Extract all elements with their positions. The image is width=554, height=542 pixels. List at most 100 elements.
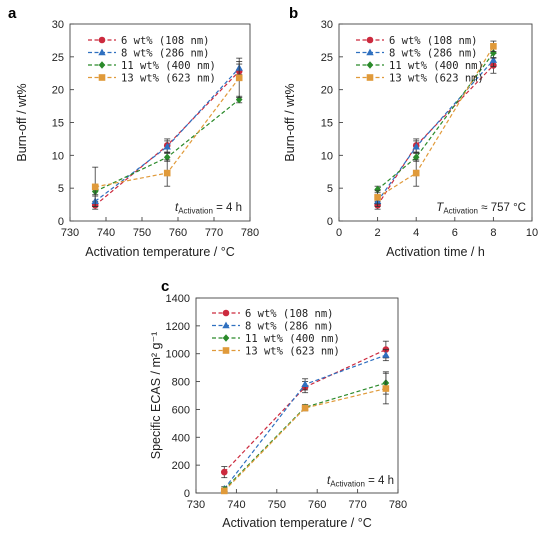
panel-c-xtick-label: 740 (227, 499, 245, 511)
panel-a-condition-value: = 4 h (213, 202, 242, 214)
panel-a-legend-marker (98, 61, 106, 69)
panel-a-series-4 (91, 57, 243, 207)
panel-a-legend-label: 13 wt% (623 nm) (121, 72, 216, 84)
panel-a-legend-marker (98, 36, 106, 44)
panel-c-condition-subscript: Activation (330, 480, 365, 489)
panel-a-series-4-point (163, 169, 171, 177)
panel-c-xtick-label: 780 (389, 499, 407, 511)
panel-a-xtick-label: 750 (133, 227, 151, 239)
panel-b-legend-label: 11 wt% (400 nm) (389, 60, 484, 72)
panel-c-series-2-point (382, 351, 390, 358)
panel-b-legend-marker (366, 61, 374, 69)
panel-a-series-2-point (163, 142, 171, 150)
panel-c-xtick-label: 760 (308, 499, 326, 511)
panel-a-legend-marker (98, 74, 106, 81)
panel-c-xtick-label: 770 (348, 499, 366, 511)
panel-b-ytick-label: 10 (321, 150, 333, 162)
panel-b-series-2-point (412, 142, 420, 150)
panel-a-xtick-label: 780 (241, 227, 259, 239)
panel-b-letter: b (289, 5, 298, 22)
panel-a-ytick-label: 10 (52, 150, 64, 162)
panel-c-ytick-label: 600 (172, 404, 190, 416)
panel-b-legend-marker (366, 48, 374, 56)
panel-b-xtick-label: 6 (452, 227, 458, 239)
panel-c-series-1-point (220, 468, 228, 476)
panel-a: a 730 740 750 760 770 780 0 5 10 15 20 25 30 Activati… (8, 5, 259, 259)
panel-b-condition-subscript: Activation (443, 207, 478, 216)
panel-b-legend: 6 wt% (108 nm)8 wt% (286 nm)11 wt% (400 … (356, 35, 484, 84)
panel-b-series-2-point (489, 56, 498, 63)
panel-b-legend-marker (366, 74, 374, 81)
panel-b: b 0 2 4 6 8 10 0 5 10 15 20 25 30 Activation time / h… (283, 5, 538, 259)
panel-c-series-2-line (223, 354, 387, 490)
panel-b-series-4-point (490, 43, 497, 50)
panel-a-xtick-label: 760 (169, 227, 187, 239)
panel-c-series-2-point (301, 380, 309, 388)
panel-b-xtick-label: 4 (413, 227, 419, 239)
panel-b-series-3-point (490, 49, 497, 57)
panel-b-condition-value: ≈ 757 °C (478, 202, 526, 214)
panel-a-ytick-label: 25 (52, 52, 64, 64)
panel-b-legend-marker (366, 36, 374, 44)
panel-a-series-4-point (235, 74, 243, 82)
panel-c-series-4-point (301, 404, 309, 412)
panel-a-ytick-label: 0 (58, 216, 64, 228)
panel-c: c 730 740 750 760 770 780 0 200 400 600 800 1000 120… (149, 278, 407, 530)
panel-a-ytick-label: 5 (58, 183, 64, 195)
panel-a-xtick-label: 740 (97, 227, 115, 239)
panel-c-ytick-label: 200 (172, 460, 190, 472)
panel-c-ytick-label: 800 (172, 377, 190, 389)
panel-a-letter: a (8, 5, 17, 22)
panel-b-x-axis-title: Activation time / h (386, 245, 485, 259)
panel-c-series-4-point (382, 385, 390, 392)
panel-a-legend-label: 6 wt% (108 nm) (121, 35, 210, 47)
panel-b-legend-label: 8 wt% (286 nm) (389, 47, 478, 59)
panel-c-ytick-label: 0 (184, 488, 190, 500)
panel-c-series-3-line (223, 382, 387, 490)
panel-c-ytick-label: 1000 (166, 349, 190, 361)
panel-c-legend-label: 6 wt% (108 nm) (245, 308, 334, 320)
panel-b-series-4-point (412, 169, 420, 177)
panel-b-condition-symbol: T (436, 202, 444, 214)
panel-b-legend-label: 13 wt% (623 nm) (389, 72, 484, 84)
panel-c-legend-label: 11 wt% (400 nm) (245, 333, 340, 345)
panel-b-xtick-label: 0 (336, 227, 342, 239)
panel-c-legend-marker (222, 309, 230, 317)
panel-b-ytick-label: 15 (321, 118, 333, 130)
panel-b-series-3-point (412, 153, 420, 162)
panel-a-series-4-point (91, 183, 99, 191)
panel-b-plot: 0 2 4 6 8 10 0 5 10 15 20 25 30 Activation time / h Bu… (283, 19, 538, 259)
panel-c-ytick-label: 1200 (166, 321, 190, 333)
panel-c-series-4-line (223, 387, 387, 492)
panel-a-series-3-point (235, 95, 243, 104)
panel-a-condition-symbol: t (175, 202, 179, 214)
panel-c-ytick-label: 400 (172, 432, 190, 444)
panel-c-xtick-label: 750 (268, 499, 286, 511)
panel-c-series-2 (220, 349, 390, 492)
panel-c-ytick-label: 1400 (166, 293, 190, 305)
panel-b-ytick-label: 30 (321, 19, 333, 31)
panel-c-legend-label: 8 wt% (286 nm) (245, 320, 334, 332)
panel-a-x-axis-title: Activation temperature / °C (85, 245, 235, 259)
panel-a-condition-subscript: Activation (178, 207, 213, 216)
panel-b-series-3-point (374, 185, 381, 194)
panel-b-y-axis-title: Burn-off / wt% (283, 83, 297, 161)
panel-a-ytick-label: 20 (52, 85, 64, 97)
panel-a-condition-label: tActivation = 4 h (175, 202, 242, 216)
panel-a-ytick-label: 15 (52, 118, 64, 130)
panel-c-series-4 (220, 372, 390, 495)
panel-b-ytick-label: 0 (327, 216, 333, 228)
panel-c-condition-value: = 4 h (365, 475, 394, 487)
panel-c-letter: c (161, 278, 169, 295)
panel-b-legend-label: 6 wt% (108 nm) (389, 35, 478, 47)
panel-c-condition-label: tActivation = 4 h (327, 475, 394, 489)
panel-c-y-axis-title: Specific ECAS / m² g⁻¹ (149, 332, 163, 459)
panel-a-series-3-point (163, 153, 171, 162)
panel-b-condition-label: TActivation ≈ 757 °C (436, 202, 526, 216)
panel-b-series-1-line (377, 64, 494, 206)
panel-c-frame (195, 297, 399, 494)
panel-a-legend-label: 8 wt% (286 nm) (121, 47, 210, 59)
panel-b-ytick-label: 25 (321, 52, 333, 64)
panel-a-xtick-label: 730 (61, 227, 79, 239)
